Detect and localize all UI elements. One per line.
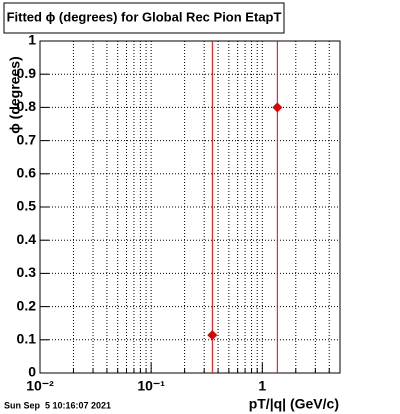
y-tick-label: 0.7 (17, 131, 37, 147)
plot-frame (39, 40, 341, 374)
x-tick-label: 10⁻¹ (137, 378, 165, 394)
y-tick-label: 0.8 (17, 98, 37, 114)
chart-title: Fitted ϕ (degrees) for Global Rec Pion E… (7, 9, 282, 24)
y-tick-label: 0.4 (17, 231, 37, 247)
y-axis-label: ϕ (degrees) (7, 56, 23, 133)
y-tick-label: 0.2 (17, 297, 37, 313)
title-box (3, 2, 285, 34)
point (272, 102, 283, 113)
x-tick-label: 10⁻² (26, 378, 54, 394)
timestamp: Sun Sep 5 10:16:07 2021 (4, 400, 111, 410)
y-tick-label: 0.3 (17, 264, 37, 280)
x-axis-label: pT/|q| (GeV/c) (249, 396, 339, 412)
y-tick-label: 0.6 (17, 165, 37, 181)
y-tick-label: 0.1 (17, 331, 37, 347)
x-tick-label: 1 (258, 378, 266, 394)
point (207, 330, 218, 341)
y-tick-label: 0.5 (17, 198, 37, 214)
y-tick-label: 0.9 (17, 65, 37, 81)
y-tick-label: 1 (28, 32, 36, 48)
y-tick-label: 0 (28, 364, 36, 380)
